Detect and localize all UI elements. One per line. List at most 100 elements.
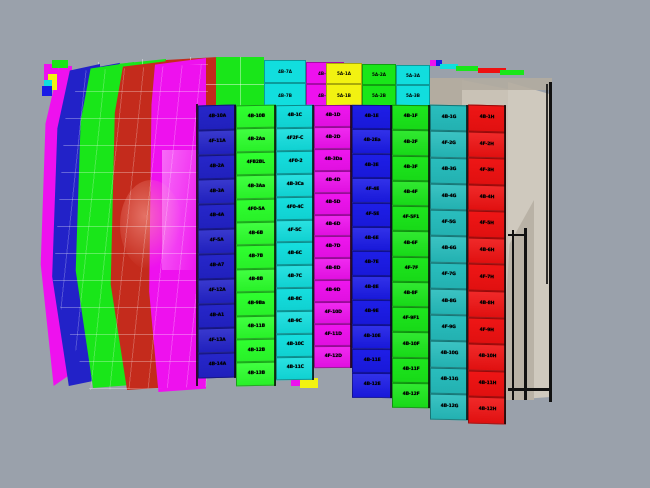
zone-cell[interactable]: 4B-4G: [430, 183, 468, 211]
zone-cell[interactable]: 4B-1E: [352, 104, 392, 130]
zone-cell[interactable]: 4B-7B: [236, 245, 276, 270]
zone-column-6[interactable]: 4B-1F 4B-2F 4B-3F 4B-4F 4F-5F1 4B-6F 4F-7F 4B-8…: [392, 104, 430, 409]
zone-cell[interactable]: 4F-11A: [198, 129, 236, 156]
zone-cell[interactable]: 4B-3Ca: [276, 173, 314, 197]
zone-cell[interactable]: 4F0-2: [276, 150, 314, 174]
zone-cell[interactable]: 4B-6F: [392, 231, 430, 257]
band-cell-4b7b[interactable]: 4B-7B: [264, 83, 306, 107]
zone-cell[interactable]: 4B-1H: [468, 104, 506, 133]
zone-cell[interactable]: 4B-1C: [276, 104, 314, 129]
zone-cell[interactable]: 4B-10B: [236, 104, 276, 129]
zone-cell[interactable]: 4B-1D: [314, 104, 352, 127]
zone-cell[interactable]: 4F-2G: [430, 130, 468, 158]
zone-cell[interactable]: 4F-7F: [392, 256, 430, 282]
zone-cell[interactable]: 4B-6E: [352, 226, 392, 252]
zone-cell[interactable]: 4B-8B: [236, 268, 276, 293]
zone-cell[interactable]: 4B-A7: [198, 253, 236, 280]
zone-cell[interactable]: 4B-8D: [314, 258, 352, 281]
zone-cell[interactable]: 4B-12F: [392, 382, 430, 409]
zone-cell[interactable]: 4B-3Aa: [236, 174, 276, 200]
zone-cell[interactable]: 4B-6C: [276, 242, 314, 266]
zone-cell[interactable]: 4F-3H: [468, 157, 506, 186]
band-cell-5a2a[interactable]: 5A-2A: [362, 64, 396, 85]
zone-cell[interactable]: 4F-5A: [198, 228, 236, 255]
band-cell-5a2b[interactable]: 5A-2B: [362, 85, 396, 106]
zone-cell[interactable]: 4B-7C: [276, 265, 314, 289]
zone-cell[interactable]: 4B-2Ea: [352, 129, 392, 154]
zone-cell[interactable]: 4B-6D: [314, 214, 352, 237]
zone-cell[interactable]: 4B-1G: [430, 104, 468, 132]
zone-column-5[interactable]: 4B-1E 4B-2Ea 4B-3E 4F-4E 4F-5E 4B-6E 4B-7E 4B-8…: [352, 104, 392, 399]
zone-cell[interactable]: 4F-11D: [314, 323, 352, 347]
zone-cell[interactable]: 4B-11G: [430, 367, 468, 395]
zone-cell[interactable]: 4F-9H: [468, 317, 506, 345]
zone-column-1[interactable]: 4B-10A 4F-11A 4B-2A 4B-3A 4B-4A 4F-5A 4B-A7 4F-…: [198, 104, 236, 379]
zone-cell[interactable]: 4B-11H: [468, 370, 506, 398]
zone-cell[interactable]: 4B-8E: [352, 275, 392, 301]
zone-cell[interactable]: 4B-12H: [468, 396, 506, 425]
zone-cell[interactable]: 4B-2Aa: [236, 128, 276, 153]
zone-cell[interactable]: 4F-12D: [314, 345, 352, 368]
band-cell-5a3b[interactable]: 5A-3B: [396, 85, 430, 106]
zone-cell[interactable]: 4F-5F1: [392, 205, 430, 232]
zone-cell[interactable]: 4B-12E: [352, 373, 392, 398]
zone-cell[interactable]: 4B-3Da: [314, 148, 352, 171]
zone-cell[interactable]: 4F-5E: [352, 202, 392, 228]
zone-cell[interactable]: 4B-1F: [392, 104, 430, 131]
zone-cell[interactable]: 4B-11B: [236, 315, 276, 340]
zone-cell[interactable]: 4B-6B: [236, 221, 276, 246]
zone-cell[interactable]: 4B-6G: [430, 235, 468, 263]
zone-cell[interactable]: 4B-3F: [392, 155, 430, 181]
zone-cell[interactable]: 4B-4A: [198, 203, 236, 230]
zone-cell[interactable]: 4B-4H: [468, 184, 506, 212]
band-cell-4b7a[interactable]: 4B-7A: [264, 60, 306, 83]
zone-cell[interactable]: 4F-5C: [276, 219, 314, 243]
zone-cell[interactable]: 4F-5G: [430, 209, 468, 237]
zone-cell[interactable]: 4B-14A: [198, 352, 236, 379]
zone-cell[interactable]: 4B-11C: [276, 356, 314, 381]
zone-cell[interactable]: 4B-7D: [314, 236, 352, 259]
zone-cell[interactable]: 4B-11F: [392, 357, 430, 383]
zone-cell[interactable]: 4B-3E: [352, 153, 392, 179]
zone-cell[interactable]: 4B-8G: [430, 288, 468, 316]
zone-cell[interactable]: 4B-12G: [430, 393, 468, 421]
zone-cell[interactable]: 4B-4F: [392, 180, 430, 207]
zone-cell[interactable]: 4B-13B: [236, 362, 276, 387]
zone-cell[interactable]: 4F-9G: [430, 314, 468, 342]
zone-cell[interactable]: 4F-4E: [352, 178, 392, 203]
zone-cell[interactable]: 4B-10C: [276, 333, 314, 358]
zone-cell[interactable]: 4B-10E: [352, 324, 392, 350]
zone-cell[interactable]: 4B-8C: [276, 288, 314, 312]
zone-cell[interactable]: 4F-5H: [468, 210, 506, 239]
zone-column-8[interactable]: 4B-1H 4F-2H 4F-3H 4B-4H 4F-5H 4B-6H 4F-7H 4B-8H…: [468, 104, 506, 425]
zone-cell[interactable]: 4B-10G: [430, 340, 468, 368]
zone-cell[interactable]: 4B-2D: [314, 126, 352, 149]
zone-cell[interactable]: 4F-12A: [198, 278, 236, 305]
zone-cell[interactable]: 4F2F-C: [276, 127, 314, 152]
zone-cell[interactable]: 4F-7G: [430, 262, 468, 290]
zone-cell[interactable]: 4B-7E: [352, 251, 392, 276]
zone-cell[interactable]: 4F-13A: [198, 327, 236, 354]
zone-column-4[interactable]: 4B-1D 4B-2D 4B-3Da 4B-4D 4B-5D 4B-6D 4B-7D 4B-8…: [314, 104, 352, 369]
band-cell-5a1a[interactable]: 5A-1A: [326, 63, 362, 84]
zone-cell[interactable]: 4B-10A: [198, 104, 236, 131]
zone-cell[interactable]: 4B-3G: [430, 157, 468, 185]
zone-cell[interactable]: 4B-9C: [276, 310, 314, 335]
zone-column-3[interactable]: 4B-1C 4F2F-C 4F0-2 4B-3Ca 4F0-4C 4F-5C 4B-6C 4B…: [276, 104, 314, 381]
zone-cell[interactable]: 4F-2H: [468, 131, 506, 159]
zone-cell[interactable]: 4F-7H: [468, 263, 506, 292]
zone-cell[interactable]: 4B-A1: [198, 302, 236, 329]
zone-cell[interactable]: 4B-8H: [468, 290, 506, 319]
zone-cell[interactable]: 4B-8F: [392, 281, 430, 308]
zone-cell[interactable]: 4B-10F: [392, 332, 430, 358]
zone-column-7[interactable]: 4B-1G 4F-2G 4B-3G 4B-4G 4F-5G 4B-6G 4F-7G 4B-8G…: [430, 104, 468, 421]
zone-cell[interactable]: 4B-9D: [314, 280, 352, 303]
zone-cell[interactable]: 4B-11E: [352, 348, 392, 374]
zone-cell[interactable]: 4F0-4C: [276, 196, 314, 220]
zone-cell[interactable]: 4F-10D: [314, 302, 352, 325]
zone-cell[interactable]: 4B-10H: [468, 343, 506, 372]
zone-cell[interactable]: 4FB2BL: [236, 151, 276, 176]
zone-cell[interactable]: 4B-6H: [468, 237, 506, 265]
zone-cell[interactable]: 4B-2F: [392, 130, 430, 156]
